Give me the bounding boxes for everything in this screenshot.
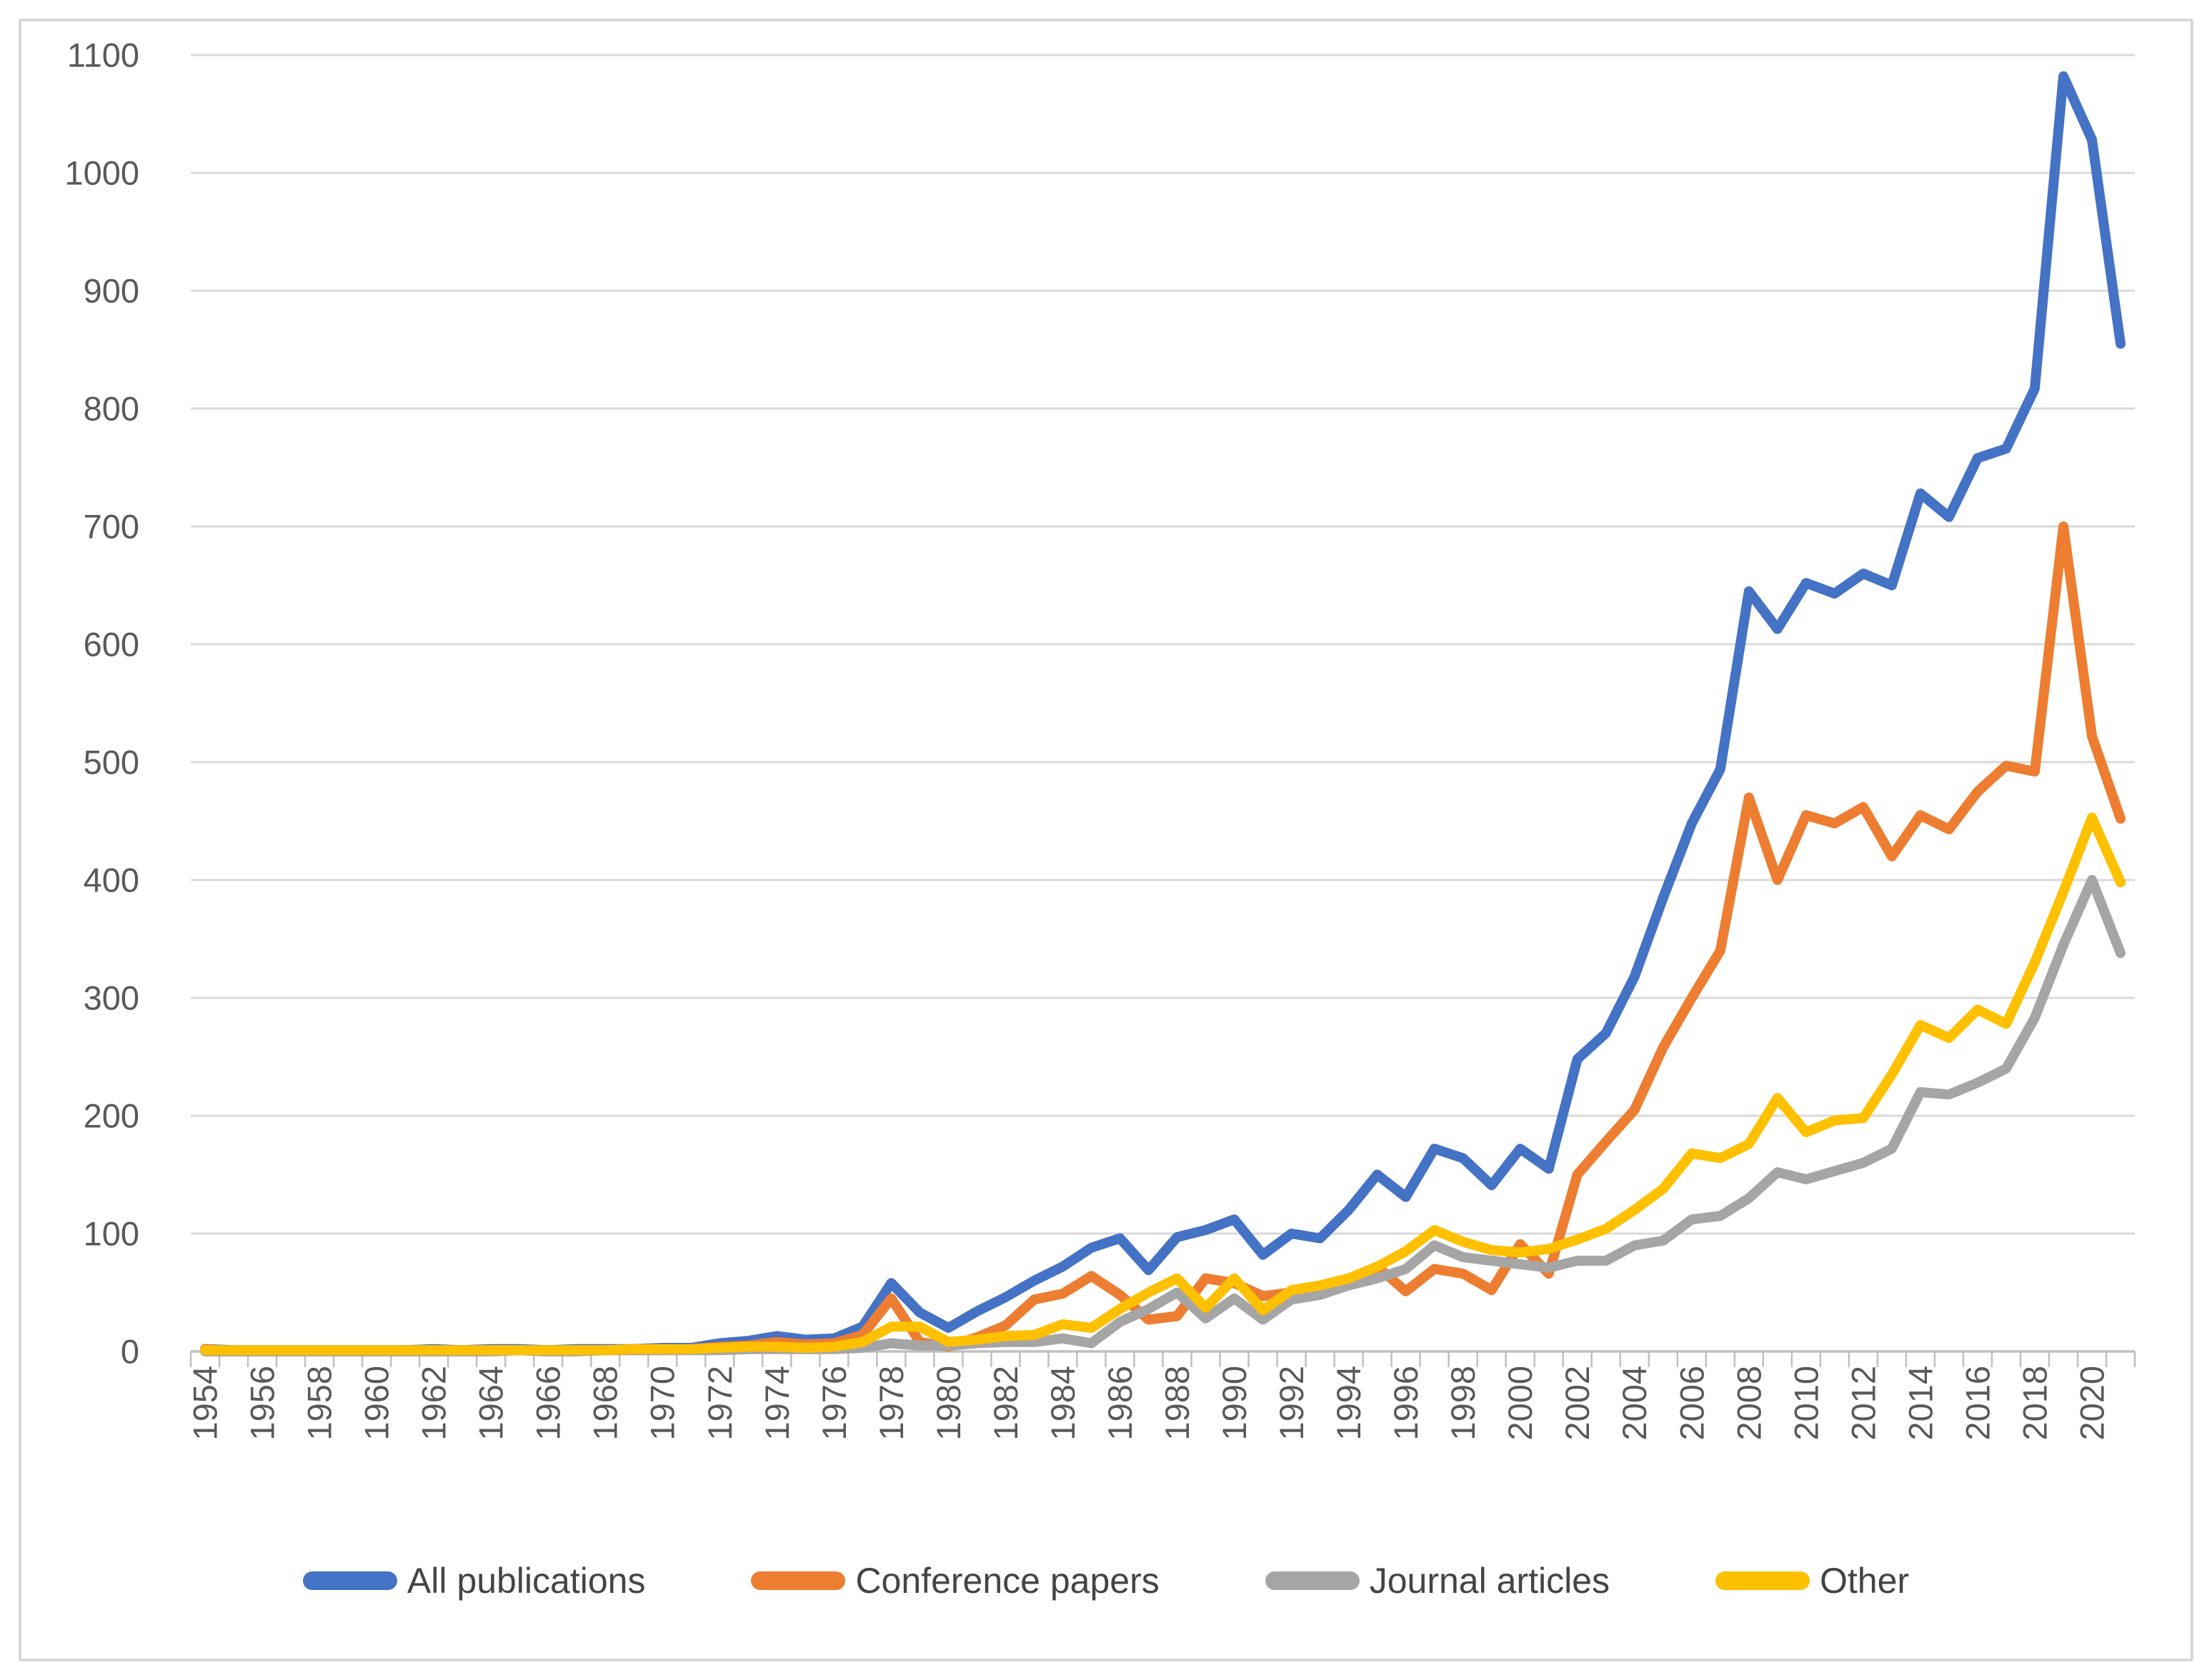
x-tick-label: 1996 — [1387, 1366, 1425, 1441]
x-tick-label: 1968 — [587, 1366, 624, 1441]
legend-swatch-conference-papers — [751, 1571, 846, 1590]
y-tick-label: 100 — [84, 1215, 139, 1253]
legend-item-other: Other — [1715, 1560, 1909, 1601]
x-tick-label: 2014 — [1901, 1366, 1939, 1441]
x-tick-label: 1978 — [872, 1366, 910, 1441]
x-tick-label: 1982 — [987, 1366, 1025, 1441]
y-tick-label: 700 — [84, 508, 139, 546]
series-line-all-publications — [200, 71, 2126, 1356]
series-line-conference-papers — [200, 521, 2126, 1356]
y-tick-label: 500 — [84, 744, 139, 781]
x-tick-label: 2010 — [1787, 1366, 1825, 1441]
legend-swatch-all-publications — [302, 1571, 397, 1590]
legend-label-journal-articles: Journal articles — [1369, 1561, 1610, 1601]
x-tick-label: 1960 — [358, 1366, 396, 1441]
x-tick-label: 1998 — [1444, 1366, 1482, 1441]
x-tick-label: 2004 — [1615, 1366, 1653, 1441]
x-tick-label: 1992 — [1272, 1366, 1310, 1441]
x-tick-label: 1958 — [301, 1366, 339, 1441]
legend-label-all-publications: All publications — [407, 1561, 646, 1601]
y-tick-label: 600 — [84, 626, 139, 664]
x-tick-label: 2018 — [2016, 1366, 2053, 1441]
x-tick-label: 1970 — [644, 1366, 682, 1441]
legend-label-conference-papers: Conference papers — [855, 1561, 1160, 1601]
x-tick-label: 1964 — [472, 1366, 510, 1441]
legend-swatch-other — [1715, 1571, 1810, 1590]
x-tick-label: 1994 — [1330, 1366, 1367, 1441]
legend-item-journal-articles: Journal articles — [1265, 1560, 1610, 1601]
legend-label-other: Other — [1820, 1561, 1910, 1601]
y-tick-label: 0 — [121, 1333, 139, 1371]
x-tick-label: 1990 — [1215, 1366, 1253, 1441]
x-tick-label: 1966 — [529, 1366, 567, 1441]
x-tick-label: 1962 — [415, 1366, 453, 1441]
y-tick-label: 1100 — [67, 36, 139, 74]
x-tick-label: 2012 — [1844, 1366, 1882, 1441]
y-tick-label: 200 — [84, 1097, 139, 1135]
legend: All publications Conference papers Journ… — [0, 1541, 2212, 1620]
x-tick-label: 2000 — [1501, 1366, 1539, 1441]
x-tick-label: 1974 — [758, 1366, 796, 1441]
y-tick-label: 900 — [84, 272, 139, 310]
y-tick-label: 400 — [84, 861, 139, 899]
series-line-other — [200, 812, 2126, 1356]
x-tick-label: 2020 — [2073, 1366, 2111, 1441]
legend-item-conference-papers: Conference papers — [751, 1560, 1160, 1601]
x-tick-label: 1980 — [930, 1366, 967, 1441]
x-tick-label: 2002 — [1558, 1366, 1596, 1441]
x-tick-label: 1976 — [815, 1366, 853, 1441]
x-tick-label: 1954 — [186, 1366, 224, 1441]
x-tick-label: 1984 — [1044, 1366, 1082, 1441]
y-tick-label: 800 — [84, 390, 139, 428]
legend-swatch-journal-articles — [1265, 1571, 1360, 1590]
x-tick-label: 1972 — [701, 1366, 739, 1441]
legend-item-all-publications: All publications — [302, 1560, 646, 1601]
chart-outer-border — [19, 19, 2193, 1661]
y-tick-label: 300 — [84, 979, 139, 1017]
x-tick-label: 2008 — [1730, 1366, 1768, 1441]
y-tick-label: 1000 — [64, 154, 139, 192]
x-tick-label: 1988 — [1158, 1366, 1196, 1441]
x-tick-label: 2006 — [1673, 1366, 1710, 1441]
x-tick-label: 2016 — [1958, 1366, 1996, 1441]
x-tick-label: 1986 — [1101, 1366, 1139, 1441]
x-tick-label: 1956 — [244, 1366, 282, 1441]
